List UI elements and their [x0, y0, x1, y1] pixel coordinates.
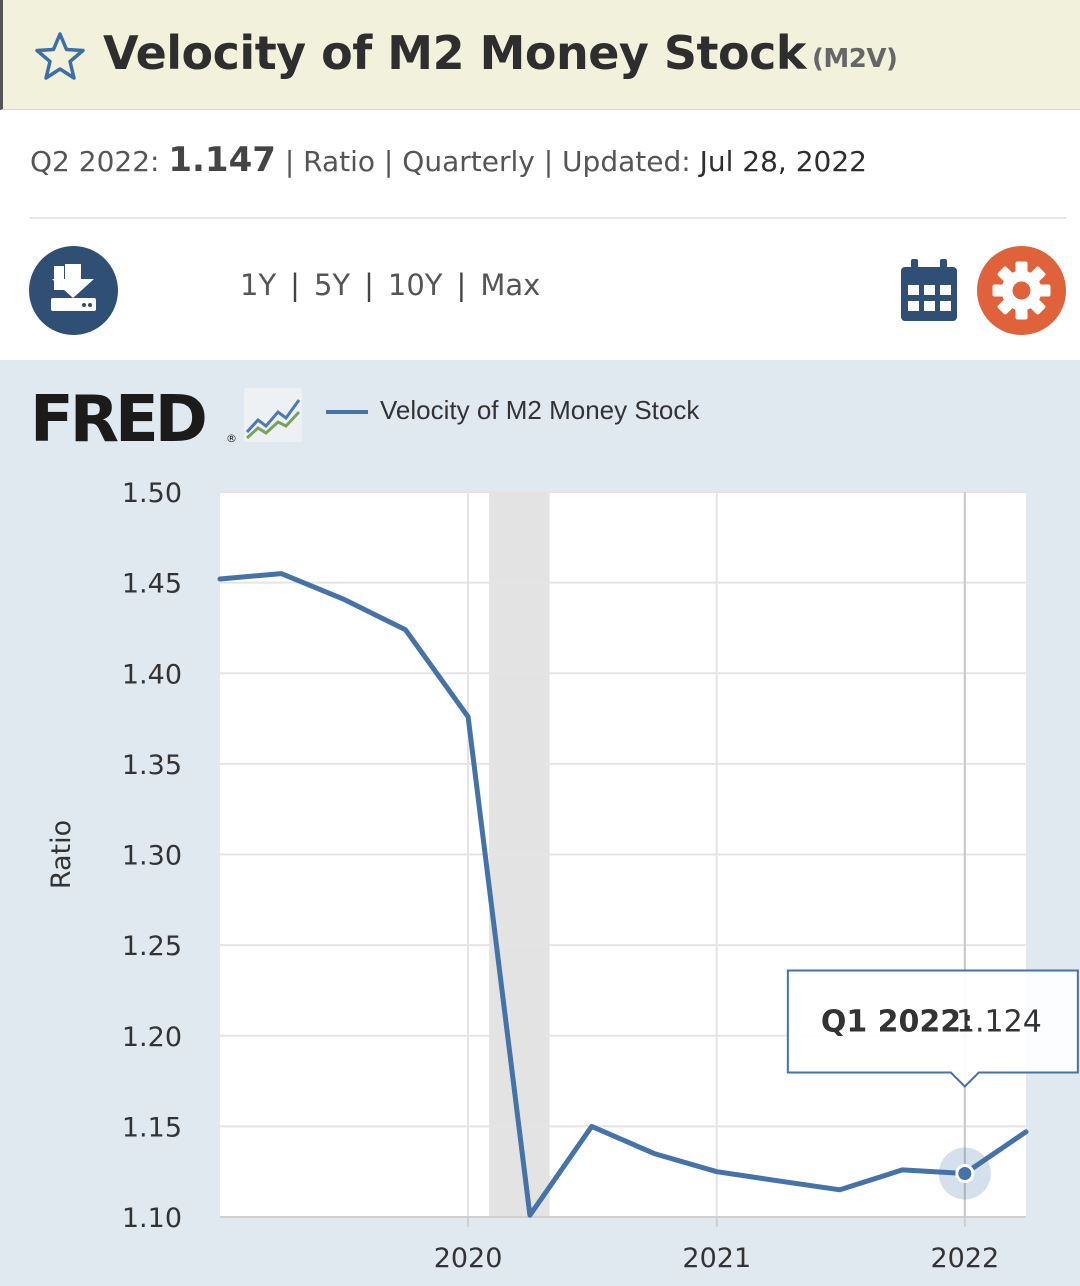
updated-label: | Updated:: [543, 145, 691, 178]
range-separator: |: [290, 268, 300, 302]
data-point: [526, 1211, 534, 1219]
chart-line-icon: [244, 388, 302, 442]
data-point: [464, 713, 472, 721]
tooltip-box: [786, 969, 1079, 1088]
range-separator: |: [456, 268, 467, 302]
y-tick-label: 1.20: [122, 1022, 182, 1053]
y-tick-label: 1.35: [122, 750, 182, 781]
registered-mark: ®: [226, 432, 237, 445]
series-line: [217, 571, 1029, 1218]
title-bar: Velocity of M2 Money Stock (M2V): [0, 0, 1080, 110]
y-axis-title: Ratio: [46, 820, 77, 889]
fred-logo[interactable]: FRED: [30, 383, 208, 457]
y-tick-label: 1.40: [122, 659, 182, 690]
calendar-icon[interactable]: [899, 257, 959, 323]
period-label: Q2 2022:: [30, 145, 160, 178]
range-5y[interactable]: 5Y: [313, 268, 351, 302]
range-max[interactable]: Max: [480, 268, 541, 302]
data-point: [402, 626, 410, 634]
legend-label: Velocity of M2 Money Stock: [380, 395, 700, 425]
y-tick-label: 1.10: [122, 1203, 182, 1234]
hover-point: [955, 1164, 975, 1183]
x-tick-label: 2022: [930, 1243, 999, 1274]
data-point: [650, 1150, 658, 1158]
range-1y[interactable]: 1Y: [240, 268, 277, 302]
data-point: [898, 1166, 906, 1174]
series-title: Velocity of M2 Money Stock: [103, 26, 807, 80]
y-tick-label: 1.45: [122, 569, 182, 600]
data-point: [277, 570, 285, 578]
y-tick-label: 1.30: [122, 841, 182, 872]
y-tick-label: 1.15: [122, 1112, 182, 1143]
data-point: [836, 1186, 844, 1194]
updated-date: Jul 28, 2022: [699, 145, 867, 178]
x-tick-label: 2021: [682, 1243, 751, 1274]
y-tick-label: 1.25: [122, 931, 182, 962]
series-meta: Q2 2022: 1.147 | Ratio | Quarterly | Upd…: [30, 140, 867, 180]
range-10y[interactable]: 10Y: [387, 268, 443, 302]
data-point: [774, 1177, 782, 1185]
range-separator: |: [364, 268, 374, 302]
latest-value: 1.147: [168, 140, 276, 180]
divider: [30, 217, 1066, 219]
data-point: [339, 595, 347, 603]
data-point: [216, 575, 224, 583]
page-title: Velocity of M2 Money Stock (M2V): [103, 26, 898, 80]
data-point: [713, 1168, 721, 1176]
download-icon: [51, 264, 96, 311]
settings-button[interactable]: [977, 246, 1066, 335]
frequency-label: Quarterly: [402, 145, 535, 178]
units-label: | Ratio |: [284, 145, 394, 178]
date-range-links: 1Y | 5Y | 10Y | Max: [240, 268, 540, 302]
data-point: [588, 1122, 596, 1130]
series-id: (M2V): [812, 44, 898, 74]
tooltip-label: Q1 2022:: [821, 1005, 973, 1040]
x-tick-label: 2020: [434, 1243, 503, 1274]
y-tick-label: 1.50: [122, 478, 182, 509]
legend-swatch: [326, 410, 368, 414]
star-icon[interactable]: [33, 30, 87, 84]
data-point: [1022, 1128, 1030, 1136]
tooltip-value: 1.124: [956, 1005, 1042, 1040]
gear-icon: [992, 261, 1051, 320]
download-button[interactable]: [29, 246, 118, 335]
